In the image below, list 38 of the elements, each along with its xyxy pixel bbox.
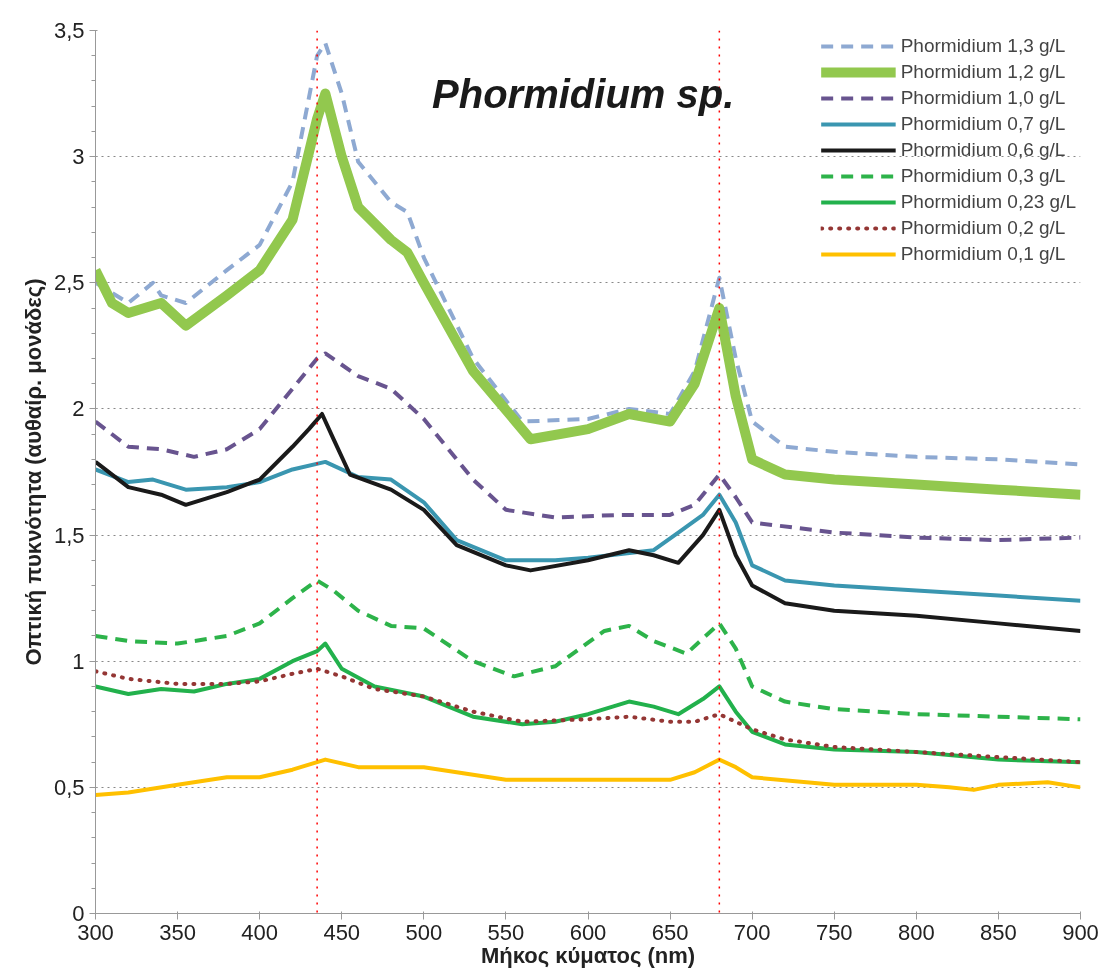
legend-label: Phormidium 1,0 g/L	[900, 86, 1066, 110]
y-tick-label: 1,5	[53, 522, 85, 548]
legend-label: Phormidium 1,2 g/L	[900, 60, 1066, 84]
y-axis-title: Οπτική πυκνότητα (αυθαίρ. μονάδες)	[20, 278, 46, 666]
x-tick-label: 800	[897, 919, 935, 945]
legend-label: Phormidium 0,6 g/L	[900, 138, 1066, 162]
legend-label: Phormidium 0,3 g/L	[900, 164, 1066, 188]
legend-label: Phormidium 0,2 g/L	[900, 216, 1066, 240]
line-series	[95, 578, 1081, 722]
legend-label: Phormidium 0,1 g/L	[900, 242, 1066, 266]
line-series	[95, 757, 1081, 797]
line-series	[95, 459, 1081, 603]
y-tick-label: 2,5	[53, 270, 85, 296]
x-tick-label: 450	[323, 919, 361, 945]
x-tick-label: 900	[1062, 919, 1099, 945]
x-tick-label: 500	[405, 919, 443, 945]
y-tick-label: 3,5	[53, 18, 85, 43]
line-series	[95, 411, 1081, 633]
x-tick-label: 550	[487, 919, 525, 945]
y-tick-label: 0	[72, 901, 85, 926]
x-tick-label: 650	[651, 919, 689, 945]
x-tick-label: 700	[733, 919, 771, 945]
x-tick-label: 400	[241, 919, 279, 945]
x-tick-label: 750	[815, 919, 853, 945]
y-tick-label: 2	[72, 396, 85, 422]
line-series	[95, 666, 1081, 765]
y-tick-label: 0,5	[53, 774, 85, 800]
legend-label: Phormidium 1,3 g/L	[900, 34, 1066, 58]
y-tick-label: 1	[72, 648, 85, 674]
x-tick-label: 350	[159, 919, 196, 945]
text: Phormidium sp.	[432, 72, 735, 117]
x-axis-title: Μήκος κύματος (nm)	[480, 942, 696, 968]
legend-label: Phormidium 0,7 g/L	[900, 112, 1066, 136]
y-tick-label: 3	[72, 144, 85, 170]
x-tick-label: 850	[980, 919, 1017, 945]
line-series	[95, 351, 1081, 543]
legend-label: Phormidium 0,23 g/L	[900, 190, 1076, 214]
x-tick-label: 600	[569, 919, 607, 945]
